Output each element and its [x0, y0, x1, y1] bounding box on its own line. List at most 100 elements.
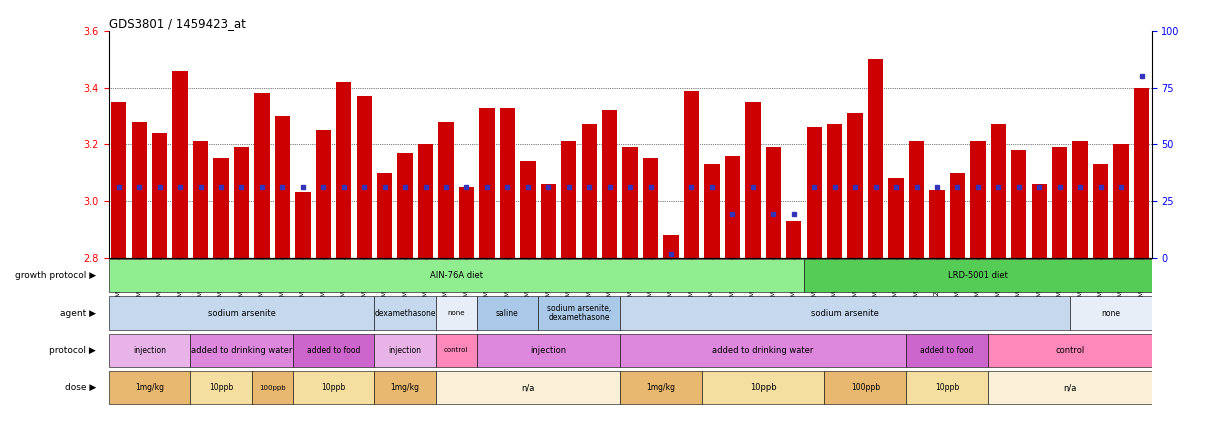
- Bar: [398, 153, 412, 258]
- Bar: [766, 147, 781, 258]
- Bar: [848, 113, 862, 258]
- Bar: [479, 107, 494, 258]
- Bar: [111, 102, 127, 258]
- Bar: [620, 333, 906, 367]
- Bar: [418, 144, 433, 258]
- Text: LRD-5001 diet: LRD-5001 diet: [948, 271, 1008, 280]
- Bar: [131, 122, 147, 258]
- Bar: [293, 371, 374, 404]
- Bar: [109, 259, 804, 293]
- Text: protocol ▶: protocol ▶: [49, 346, 96, 355]
- Text: n/a: n/a: [521, 383, 534, 392]
- Bar: [906, 371, 988, 404]
- Bar: [704, 164, 720, 258]
- Bar: [702, 371, 825, 404]
- Text: n/a: n/a: [1064, 383, 1077, 392]
- Bar: [109, 371, 191, 404]
- Text: 1mg/kg: 1mg/kg: [135, 383, 164, 392]
- Text: none: none: [447, 310, 466, 316]
- Bar: [807, 127, 822, 258]
- Text: 1mg/kg: 1mg/kg: [646, 383, 675, 392]
- Bar: [438, 122, 453, 258]
- Text: sodium arsenite: sodium arsenite: [207, 309, 275, 317]
- Text: dose ▶: dose ▶: [65, 383, 96, 392]
- Text: control: control: [444, 347, 468, 353]
- Bar: [970, 142, 985, 258]
- Bar: [868, 59, 883, 258]
- Bar: [152, 133, 168, 258]
- Text: injection: injection: [133, 346, 166, 355]
- Text: saline: saline: [496, 309, 519, 317]
- Bar: [191, 371, 252, 404]
- Text: injection: injection: [531, 346, 567, 355]
- Bar: [1070, 296, 1152, 330]
- Bar: [336, 82, 351, 258]
- Bar: [643, 159, 658, 258]
- Bar: [234, 147, 250, 258]
- Bar: [827, 124, 842, 258]
- Bar: [109, 296, 374, 330]
- Bar: [988, 371, 1152, 404]
- Bar: [275, 116, 291, 258]
- Text: 10ppb: 10ppb: [322, 383, 346, 392]
- Bar: [109, 333, 191, 367]
- Bar: [889, 178, 903, 258]
- Text: added to food: added to food: [920, 346, 974, 355]
- Bar: [1134, 88, 1149, 258]
- Bar: [520, 161, 535, 258]
- Bar: [1031, 184, 1047, 258]
- Text: 10ppb: 10ppb: [209, 383, 233, 392]
- Bar: [988, 333, 1152, 367]
- Bar: [374, 333, 435, 367]
- Bar: [538, 296, 620, 330]
- Text: GDS3801 / 1459423_at: GDS3801 / 1459423_at: [109, 17, 245, 30]
- Text: 10ppb: 10ppb: [935, 383, 959, 392]
- Text: 1mg/kg: 1mg/kg: [391, 383, 420, 392]
- Bar: [950, 173, 965, 258]
- Bar: [172, 71, 188, 258]
- Bar: [602, 111, 617, 258]
- Bar: [213, 159, 229, 258]
- Bar: [499, 107, 515, 258]
- Bar: [293, 333, 374, 367]
- Text: added to food: added to food: [306, 346, 361, 355]
- Bar: [1011, 150, 1026, 258]
- Bar: [725, 156, 740, 258]
- Bar: [435, 296, 476, 330]
- Bar: [581, 124, 597, 258]
- Text: added to drinking water: added to drinking water: [191, 346, 292, 355]
- Bar: [1072, 142, 1088, 258]
- Bar: [804, 259, 1152, 293]
- Bar: [435, 371, 620, 404]
- Text: added to drinking water: added to drinking water: [713, 346, 814, 355]
- Text: dexamethasone: dexamethasone: [374, 309, 435, 317]
- Bar: [295, 192, 310, 258]
- Text: sodium arsenite: sodium arsenite: [810, 309, 879, 317]
- Bar: [1052, 147, 1067, 258]
- Bar: [620, 371, 702, 404]
- Text: control: control: [1055, 346, 1084, 355]
- Bar: [252, 371, 293, 404]
- Bar: [561, 142, 576, 258]
- Bar: [193, 142, 209, 258]
- Bar: [191, 333, 293, 367]
- Text: 10ppb: 10ppb: [750, 383, 777, 392]
- Bar: [620, 296, 1070, 330]
- Bar: [540, 184, 556, 258]
- Bar: [377, 173, 392, 258]
- Text: 100ppb: 100ppb: [259, 385, 286, 391]
- Bar: [745, 102, 761, 258]
- Bar: [357, 96, 371, 258]
- Text: none: none: [1101, 309, 1120, 317]
- Bar: [622, 147, 638, 258]
- Text: sodium arsenite,
dexamethasone: sodium arsenite, dexamethasone: [546, 304, 611, 322]
- Bar: [786, 221, 802, 258]
- Bar: [909, 142, 924, 258]
- Bar: [476, 333, 620, 367]
- Bar: [663, 235, 679, 258]
- Bar: [435, 333, 476, 367]
- Text: agent ▶: agent ▶: [60, 309, 96, 317]
- Bar: [1093, 164, 1108, 258]
- Bar: [684, 91, 699, 258]
- Text: growth protocol ▶: growth protocol ▶: [14, 271, 96, 280]
